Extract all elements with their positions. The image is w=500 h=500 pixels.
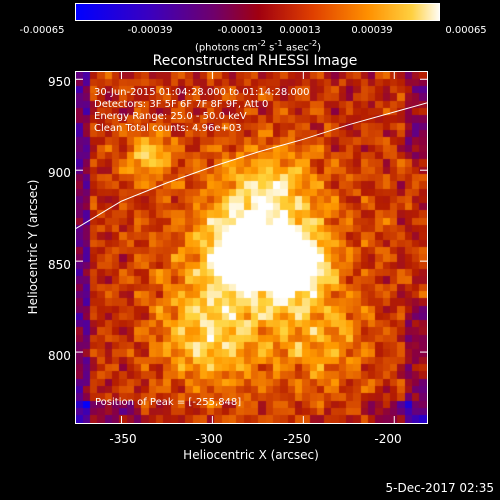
y-tick-label: 850 (48, 258, 71, 272)
plot-overlay (76, 72, 427, 423)
x-tick-label: -300 (195, 432, 223, 446)
colorbar-tick: 0.00013 (279, 25, 321, 36)
y-axis-label: Heliocentric Y (arcsec) (26, 179, 40, 315)
peak-position-label: Position of Peak = [-255,848] (95, 397, 242, 408)
solar-limb-curve (76, 102, 427, 229)
colorbar-tick: -0.00065 (19, 25, 65, 36)
colorbar-tick: -0.00039 (127, 25, 173, 36)
y-tick-label: 950 (48, 75, 71, 89)
colorbar-tick: -0.00013 (217, 25, 263, 36)
colorbar-units: (photons cm-2 s-1 asec-2) (194, 38, 322, 54)
x-tick-label: -350 (109, 432, 137, 446)
y-tick-label: 900 (48, 166, 71, 180)
colorbar (75, 3, 440, 21)
info-line-energy: Energy Range: 25.0 - 50.0 keV (94, 111, 247, 122)
info-line-time: 30-Jun-2015 01:04:28.000 to 01:14:28.000 (94, 87, 310, 98)
x-axis-label: Heliocentric X (arcsec) (183, 448, 319, 462)
x-tick-label: -200 (374, 432, 402, 446)
timestamp: 5-Dec-2017 02:35 (385, 481, 494, 495)
colorbar-tick: 0.00039 (351, 25, 393, 36)
plot-title: Reconstructed RHESSI Image (152, 53, 358, 69)
colorbar-tick: 0.00065 (445, 25, 487, 36)
info-line-detectors: Detectors: 3F 5F 6F 7F 8F 9F, Att 0 (94, 99, 269, 110)
info-line-counts: Clean Total counts: 4.96e+03 (94, 123, 242, 134)
heatmap-image (76, 72, 427, 423)
y-tick-label: 800 (48, 349, 71, 363)
plot-area (75, 71, 428, 424)
x-tick-label: -250 (283, 432, 311, 446)
